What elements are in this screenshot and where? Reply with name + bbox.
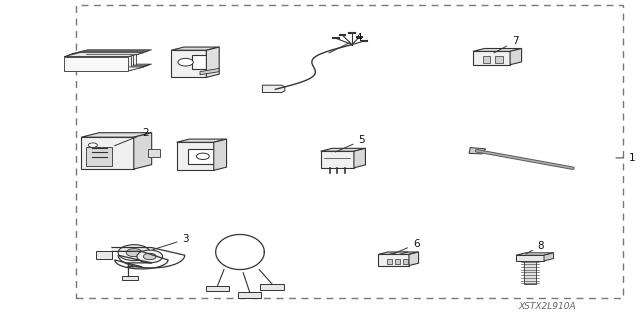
FancyBboxPatch shape — [148, 149, 160, 157]
Polygon shape — [516, 255, 544, 261]
Circle shape — [137, 250, 163, 263]
Text: 4: 4 — [329, 33, 362, 53]
FancyBboxPatch shape — [495, 56, 503, 63]
Polygon shape — [96, 251, 112, 259]
Polygon shape — [473, 48, 522, 51]
Circle shape — [143, 253, 156, 260]
Text: 8: 8 — [526, 241, 544, 254]
Polygon shape — [262, 85, 285, 93]
Polygon shape — [64, 67, 144, 71]
Polygon shape — [177, 139, 227, 142]
Polygon shape — [72, 54, 136, 68]
Polygon shape — [524, 261, 536, 284]
Polygon shape — [69, 51, 149, 55]
Polygon shape — [67, 52, 147, 56]
FancyBboxPatch shape — [86, 147, 112, 166]
Text: 3: 3 — [153, 234, 189, 249]
Polygon shape — [409, 252, 419, 265]
Circle shape — [118, 245, 150, 261]
Polygon shape — [354, 148, 365, 168]
Polygon shape — [67, 66, 147, 70]
Polygon shape — [200, 68, 219, 75]
Polygon shape — [177, 142, 214, 170]
Polygon shape — [516, 253, 554, 255]
Polygon shape — [69, 65, 149, 69]
FancyBboxPatch shape — [395, 259, 400, 264]
FancyBboxPatch shape — [387, 259, 392, 264]
Polygon shape — [321, 151, 354, 168]
Polygon shape — [469, 148, 486, 154]
FancyBboxPatch shape — [206, 286, 229, 291]
Text: 7: 7 — [494, 36, 518, 53]
Polygon shape — [172, 47, 219, 50]
Polygon shape — [81, 133, 152, 137]
Circle shape — [196, 153, 209, 160]
Polygon shape — [134, 133, 152, 169]
Polygon shape — [544, 253, 554, 261]
Text: 2: 2 — [115, 128, 148, 146]
Text: XSTX2L910A: XSTX2L910A — [518, 302, 576, 311]
Polygon shape — [378, 255, 409, 265]
FancyBboxPatch shape — [403, 259, 408, 264]
Polygon shape — [388, 252, 408, 255]
Polygon shape — [122, 276, 138, 280]
Polygon shape — [64, 53, 144, 57]
Circle shape — [126, 249, 142, 256]
Polygon shape — [72, 64, 152, 68]
Polygon shape — [69, 55, 133, 69]
Polygon shape — [510, 48, 522, 65]
Text: 1: 1 — [616, 153, 636, 163]
Text: 5: 5 — [335, 135, 365, 152]
Polygon shape — [214, 139, 227, 170]
Polygon shape — [64, 57, 128, 71]
Polygon shape — [473, 51, 510, 65]
Polygon shape — [67, 56, 131, 70]
FancyBboxPatch shape — [260, 284, 284, 290]
Polygon shape — [172, 50, 206, 77]
Polygon shape — [72, 50, 152, 54]
FancyBboxPatch shape — [238, 292, 261, 298]
Circle shape — [178, 58, 193, 66]
Polygon shape — [206, 47, 219, 77]
Polygon shape — [81, 137, 134, 169]
Circle shape — [88, 143, 97, 147]
Polygon shape — [378, 252, 419, 255]
Polygon shape — [321, 148, 365, 151]
FancyBboxPatch shape — [483, 56, 490, 63]
Text: 6: 6 — [393, 239, 419, 254]
